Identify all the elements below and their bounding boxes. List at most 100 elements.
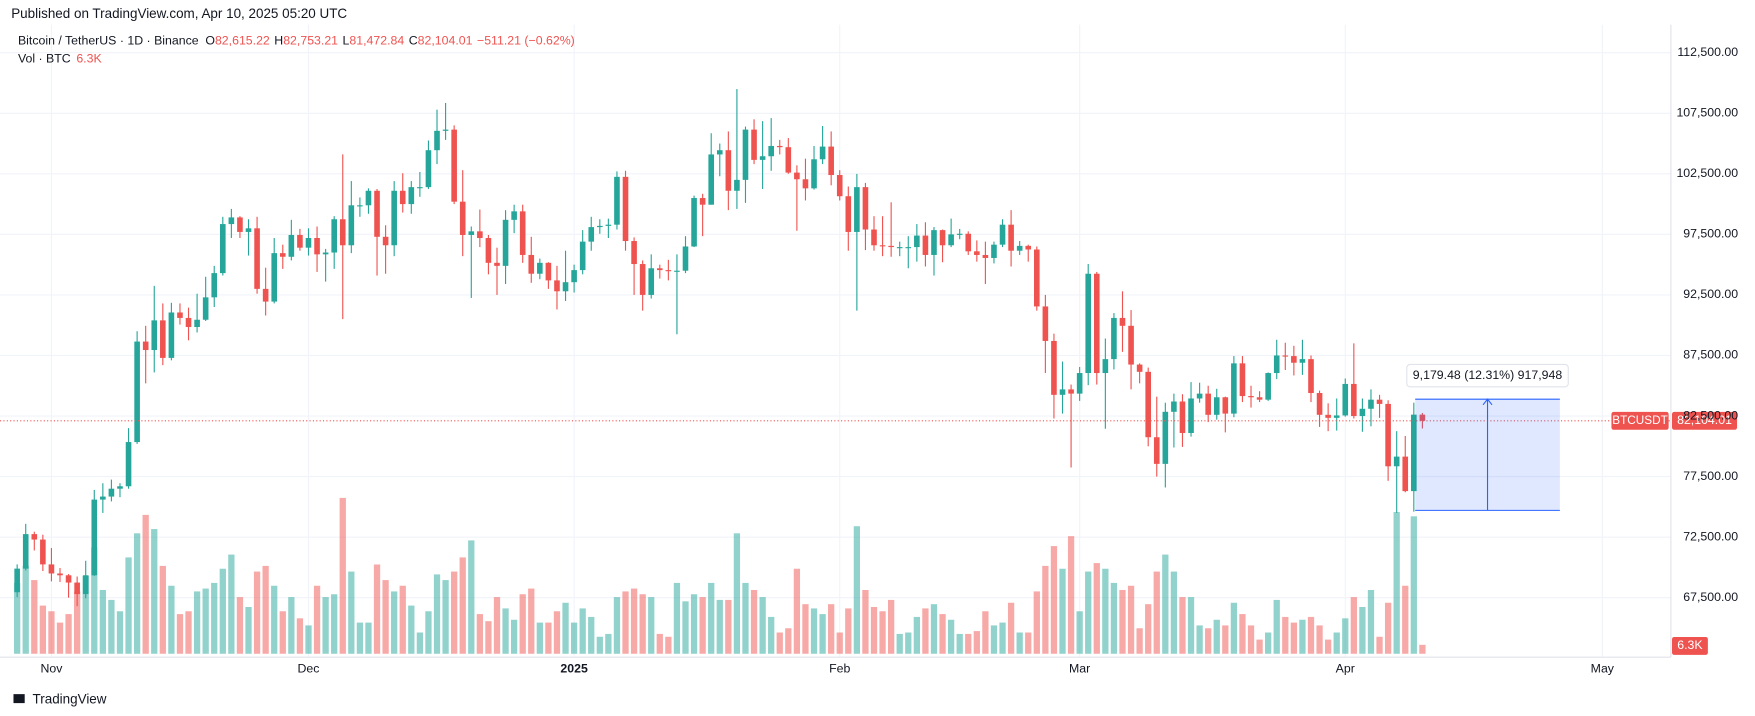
volume-bar xyxy=(930,604,938,654)
volume-bar xyxy=(151,529,158,654)
candle-body xyxy=(776,145,783,148)
candle-body xyxy=(1402,456,1409,492)
volume-bar xyxy=(1042,565,1049,654)
axes: 67,500.00 72,500.00 77,500.00 82,500.00 87,5… xyxy=(40,45,1738,676)
overlay: BTCUSDT 82,104.01 6.3K 9,179.48 (12.31%) 91… xyxy=(0,363,1738,655)
candle-body xyxy=(991,244,997,258)
volume-bar xyxy=(442,580,449,654)
volume-bar xyxy=(1256,639,1263,654)
candle-body xyxy=(811,159,817,189)
y-tick-label: 107,500.00 xyxy=(1676,106,1738,120)
volume-bar xyxy=(785,628,792,654)
volume-bar xyxy=(1136,628,1143,654)
candle-body xyxy=(442,129,449,131)
volume-bar xyxy=(990,625,998,654)
volume-bar xyxy=(862,589,869,654)
volume-bar xyxy=(853,526,861,654)
volume-bar xyxy=(579,608,586,654)
y-tick-label: 92,500.00 xyxy=(1683,287,1738,301)
volume-tag-label: 6.3K xyxy=(1677,638,1703,652)
candle-body xyxy=(108,488,115,497)
candle-body xyxy=(888,245,894,248)
candle-body xyxy=(708,154,715,205)
candle-body xyxy=(511,211,517,220)
volume-bar xyxy=(896,633,903,654)
volume-bar xyxy=(588,616,595,654)
y-tick-label: 87,500.00 xyxy=(1683,348,1738,362)
candle-body xyxy=(125,442,132,487)
volume-bar xyxy=(1153,571,1160,654)
volume-bar xyxy=(1110,582,1118,654)
published-note: Published on TradingView.com, Apr 10, 20… xyxy=(11,6,347,21)
candle-body xyxy=(1393,456,1400,467)
brand-logo xyxy=(13,694,25,704)
volume-bar xyxy=(1007,602,1015,654)
candle-body xyxy=(1059,389,1066,395)
candle-body xyxy=(554,280,560,292)
volume-value: 6.3K xyxy=(76,52,102,66)
volume-bar xyxy=(742,582,749,654)
candle-body xyxy=(725,150,732,191)
candle-body xyxy=(1076,373,1083,394)
volume-bar xyxy=(253,571,261,654)
candle-body xyxy=(1291,356,1297,363)
candle-body xyxy=(1102,359,1109,374)
volume-bar xyxy=(391,591,398,654)
candle-body xyxy=(245,228,252,232)
volume-bar xyxy=(947,619,955,654)
candle-body xyxy=(314,238,320,255)
volume-bar xyxy=(1367,589,1375,654)
volume-bar xyxy=(570,622,578,654)
measure-label: 9,179.48 (12.31%) 917,948 xyxy=(1413,368,1563,382)
volume-bar xyxy=(451,571,458,654)
volume-bar xyxy=(1085,571,1092,654)
volume-bar xyxy=(185,611,192,654)
candle-body xyxy=(31,534,38,540)
volume-bar xyxy=(1205,628,1212,654)
candle-body xyxy=(982,254,989,258)
candle-body xyxy=(622,176,629,242)
candle-body xyxy=(142,341,149,351)
candle-body xyxy=(374,190,380,237)
volume-bar xyxy=(648,597,655,654)
volume-bar xyxy=(125,557,132,654)
candle-body xyxy=(1368,399,1374,409)
volume-bar xyxy=(305,625,312,654)
candle-body xyxy=(768,145,774,157)
candle-body xyxy=(211,273,218,298)
candle-body xyxy=(519,211,526,255)
volume-bar xyxy=(999,622,1006,654)
volume-bar xyxy=(1307,616,1315,654)
volume-bar xyxy=(485,621,492,654)
volume-bar xyxy=(348,571,355,654)
candle-body xyxy=(1385,403,1391,467)
candle-body xyxy=(802,179,809,189)
volume-bar xyxy=(819,614,826,654)
volume-bar xyxy=(476,614,483,654)
volume-bar xyxy=(31,580,38,654)
volume-bar xyxy=(91,547,98,654)
candle-body xyxy=(485,238,492,263)
volume-bar xyxy=(1170,571,1178,654)
volume-bar xyxy=(810,608,818,654)
ohlc-key: L xyxy=(343,34,350,48)
candle-body xyxy=(956,233,963,235)
ohlc-value: 82,753.21 xyxy=(283,34,338,48)
volume-bar xyxy=(82,575,89,654)
y-tick-label: 77,500.00 xyxy=(1683,469,1738,483)
candle-body xyxy=(537,262,543,274)
candle-body xyxy=(939,230,946,246)
volume-bar xyxy=(228,554,235,654)
candle-body xyxy=(914,235,920,248)
candle-body xyxy=(1308,359,1314,394)
candle-body xyxy=(357,205,363,207)
candle-body xyxy=(254,228,260,289)
candle-body xyxy=(588,227,595,242)
candle-body xyxy=(974,251,980,255)
volume-bar xyxy=(22,565,29,654)
volume-bar xyxy=(39,605,47,654)
volume-bar xyxy=(245,607,252,654)
volume-bar xyxy=(1247,625,1255,654)
